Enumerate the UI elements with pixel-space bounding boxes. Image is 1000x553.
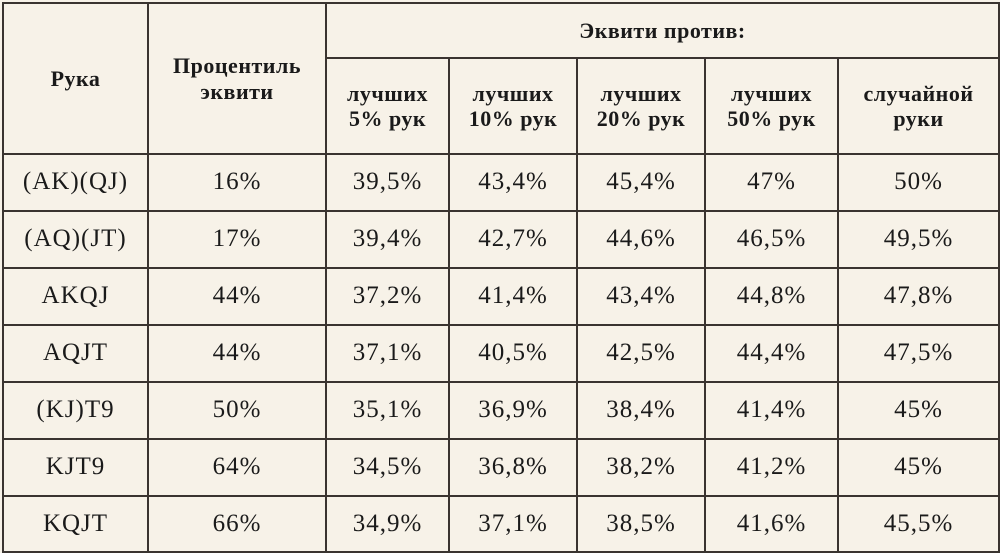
cell-top5: 34,9% [325, 495, 450, 553]
cell-top5: 34,5% [325, 438, 450, 497]
cell-top10: 41,4% [448, 267, 578, 326]
cell-percentile: 17% [147, 210, 327, 269]
header-percentile-line2: эквити [200, 78, 274, 104]
cell-hand: KJT9 [2, 438, 149, 497]
header-hand-label: Рука [50, 65, 101, 91]
cell-top20: 38,5% [576, 495, 706, 553]
cell-hand: AKQJ [2, 267, 149, 326]
header-equity-vs: Эквити против: [324, 2, 1000, 59]
cell-top5: 37,2% [325, 267, 450, 326]
cell-top50: 44,4% [704, 324, 839, 383]
header-percentile: Процентиль эквити [147, 2, 327, 155]
table-row: (AQ)(JT) 17% 39,4% 42,7% 44,6% 46,5% 49,… [2, 210, 1000, 269]
cell-top5: 39,4% [325, 210, 450, 269]
cell-top10: 36,8% [448, 438, 578, 497]
table-row: (KJ)T9 50% 35,1% 36,9% 38,4% 41,4% 45% [2, 381, 1000, 440]
cell-top50: 44,8% [704, 267, 839, 326]
cell-random: 45,5% [836, 495, 1000, 553]
header-top10-line2: 10% рук [468, 106, 558, 131]
cell-top20: 38,2% [576, 438, 706, 497]
header-top20-line1: лучших [600, 80, 682, 106]
table-row: KJT9 64% 34,5% 36,8% 38,2% 41,2% 45% [2, 438, 1000, 497]
cell-top20: 42,5% [576, 324, 706, 383]
cell-hand: AQJT [2, 324, 149, 383]
cell-random: 45% [836, 438, 1000, 497]
cell-percentile: 44% [147, 324, 327, 383]
header-random-line2: руки [893, 106, 944, 131]
header-percentile-line1: Процентиль [173, 53, 301, 79]
cell-percentile: 64% [147, 438, 327, 497]
cell-top20: 38,4% [576, 381, 706, 440]
cell-hand: KQJT [2, 495, 149, 553]
table-row: AKQJ 44% 37,2% 41,4% 43,4% 44,8% 47,8% [2, 267, 1000, 326]
header-top5: лучших 5% рук [325, 57, 450, 155]
header-random: случайной руки [836, 57, 1000, 155]
table-row: KQJT 66% 34,9% 37,1% 38,5% 41,6% 45,5% [2, 495, 1000, 553]
cell-top10: 36,9% [448, 381, 578, 440]
table-row: (AK)(QJ) 16% 39,5% 43,4% 45,4% 47% 50% [2, 153, 1000, 212]
header-top5-line2: 5% рук [348, 106, 427, 131]
cell-random: 49,5% [836, 210, 1000, 269]
table-row: AQJT 44% 37,1% 40,5% 42,5% 44,4% 47,5% [2, 324, 1000, 383]
cell-top10: 43,4% [448, 153, 578, 212]
cell-random: 50% [836, 153, 1000, 212]
cell-hand: (AQ)(JT) [2, 210, 149, 269]
cell-top50: 41,6% [704, 495, 839, 553]
cell-top5: 37,1% [325, 324, 450, 383]
cell-hand: (KJ)T9 [2, 381, 149, 440]
cell-top10: 37,1% [448, 495, 578, 553]
cell-top50: 47% [704, 153, 839, 212]
cell-percentile: 16% [147, 153, 327, 212]
cell-top20: 44,6% [576, 210, 706, 269]
header-top20-line2: 20% рук [596, 106, 686, 131]
header-equity-vs-label: Эквити против: [579, 17, 746, 43]
cell-random: 47,5% [836, 324, 1000, 383]
cell-top5: 39,5% [325, 153, 450, 212]
header-top10-line1: лучших [472, 80, 554, 106]
cell-hand: (AK)(QJ) [2, 153, 149, 212]
cell-percentile: 66% [147, 495, 327, 553]
header-random-line1: случайной [863, 80, 974, 106]
header-top20: лучших 20% рук [576, 57, 706, 155]
cell-top20: 45,4% [576, 153, 706, 212]
cell-top20: 43,4% [576, 267, 706, 326]
cell-top50: 41,4% [704, 381, 839, 440]
cell-top10: 42,7% [448, 210, 578, 269]
header-top50: лучших 50% рук [704, 57, 839, 155]
header-top50-line1: лучших [731, 80, 812, 106]
header-top5-line1: лучших [347, 80, 428, 106]
cell-random: 47,8% [836, 267, 1000, 326]
cell-random: 45% [836, 381, 1000, 440]
header-hand: Рука [2, 2, 149, 155]
cell-percentile: 44% [147, 267, 327, 326]
cell-percentile: 50% [147, 381, 327, 440]
cell-top5: 35,1% [325, 381, 450, 440]
cell-top50: 46,5% [704, 210, 839, 269]
cell-top10: 40,5% [448, 324, 578, 383]
cell-top50: 41,2% [704, 438, 839, 497]
header-top10: лучших 10% рук [448, 57, 578, 155]
header-top50-line2: 50% рук [727, 106, 816, 131]
